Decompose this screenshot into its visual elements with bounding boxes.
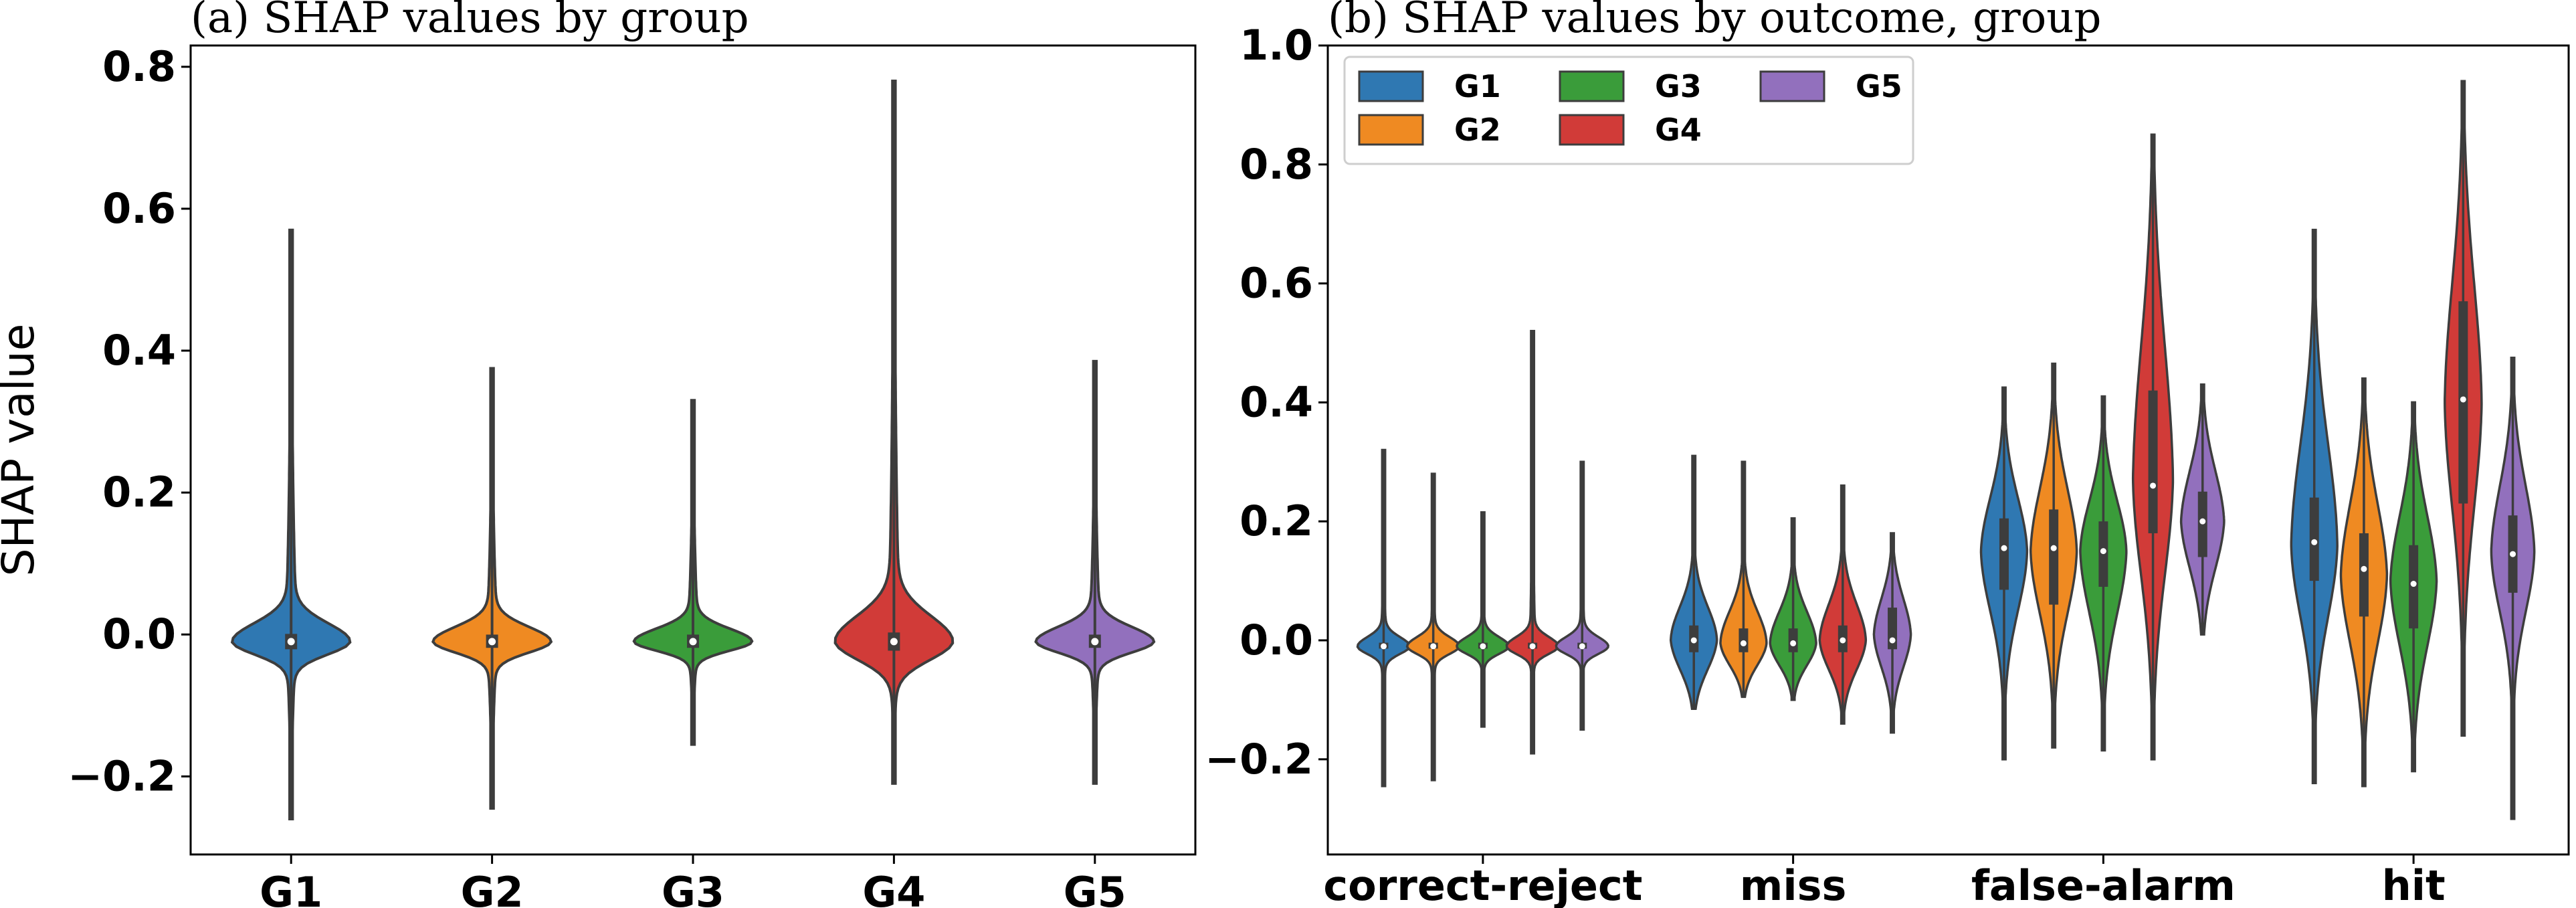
iqr-box-false-alarm-g1 [1999,518,2009,590]
y-tick-label: 0.6 [1240,259,1313,308]
legend-swatch-g3 [1559,70,1625,102]
x-tick-label: correct-reject [1323,861,1642,908]
chart-title: (a) SHAP values by group [191,0,749,43]
legend-label-g5: G5 [1856,68,1902,104]
x-tick-label: G3 [662,868,724,908]
median-dot-hit-g4 [2460,396,2466,403]
y-tick-label: 0.4 [1240,377,1313,426]
y-tick-label: −0.2 [1205,735,1313,784]
median-dot-miss-g1 [1690,637,1697,644]
median-dot-correct-reject-g4 [1529,643,1536,650]
median-dot-hit-g3 [2410,581,2417,587]
y-tick-label: −0.2 [68,751,176,800]
plot-frame [189,44,1197,856]
legend-label-g1: G1 [1454,68,1501,104]
y-tick-label: 0.6 [102,184,176,233]
median-dot-g5 [1091,638,1099,646]
median-dot-miss-g4 [1840,637,1846,644]
y-tick-label: 0.8 [102,42,176,91]
median-dot-correct-reject-g2 [1430,643,1437,650]
legend-swatch-g4 [1559,114,1625,146]
legend-swatch-g5 [1759,70,1825,102]
median-dot-g3 [689,638,697,646]
x-tick-label: G5 [1064,868,1126,908]
x-tick-label: G4 [862,868,925,908]
median-dot-g2 [488,638,496,646]
legend-swatch-g1 [1358,70,1424,102]
x-tick-label: false-alarm [1971,861,2236,908]
chart-title: (b) SHAP values by outcome, group [1328,0,2101,43]
median-dot-miss-g3 [1790,640,1797,646]
plot-frame [1326,44,2570,856]
median-dot-hit-g1 [2311,539,2318,545]
y-tick-label: 0.8 [1240,140,1313,189]
legend-box [1343,56,1914,165]
x-tick-label: G2 [461,868,524,908]
y-tick-label: 1.0 [1240,21,1313,70]
panel-b-shap-by-outcome-group: (b) SHAP values by outcome, group −0.2 0.0… [1205,0,2570,908]
y-tick-label: 0.0 [1240,616,1313,664]
x-tick-label: miss [1740,861,1847,908]
median-dot-g4 [890,638,898,646]
legend-swatch-g2 [1358,114,1424,146]
y-tick-label: 0.2 [1240,496,1313,545]
legend-label-g2: G2 [1454,112,1501,148]
median-dot-correct-reject-g3 [1480,643,1486,650]
panel-a-shap-by-group: (a) SHAP values by group SHAP value −0.2 0.… [0,0,1197,908]
median-dot-miss-g5 [1889,637,1896,644]
iqr-box-false-alarm-g2 [2049,509,2059,605]
iqr-box-false-alarm-g4 [2148,390,2158,533]
legend-label-g3: G3 [1655,68,1702,104]
median-dot-g1 [287,638,295,646]
median-dot-correct-reject-g5 [1579,643,1585,650]
y-tick-label: 0.4 [102,326,176,375]
x-tick-label: hit [2382,861,2446,908]
median-dot-false-alarm-g2 [2050,545,2057,551]
x-tick-label: G1 [260,868,322,908]
y-tick-label: 0.2 [102,468,176,517]
median-dot-false-alarm-g5 [2199,518,2206,525]
y-axis-label: SHAP value [0,324,44,577]
median-dot-hit-g2 [2361,565,2367,572]
median-dot-miss-g2 [1740,640,1747,646]
median-dot-false-alarm-g1 [2001,545,2007,551]
legend-label-g4: G4 [1655,112,1702,148]
y-tick-label: 0.0 [102,610,176,658]
median-dot-false-alarm-g3 [2100,548,2106,555]
median-dot-correct-reject-g1 [1380,643,1387,650]
median-dot-hit-g5 [2510,551,2516,557]
median-dot-false-alarm-g4 [2150,482,2157,489]
iqr-box-hit-g2 [2359,533,2369,617]
